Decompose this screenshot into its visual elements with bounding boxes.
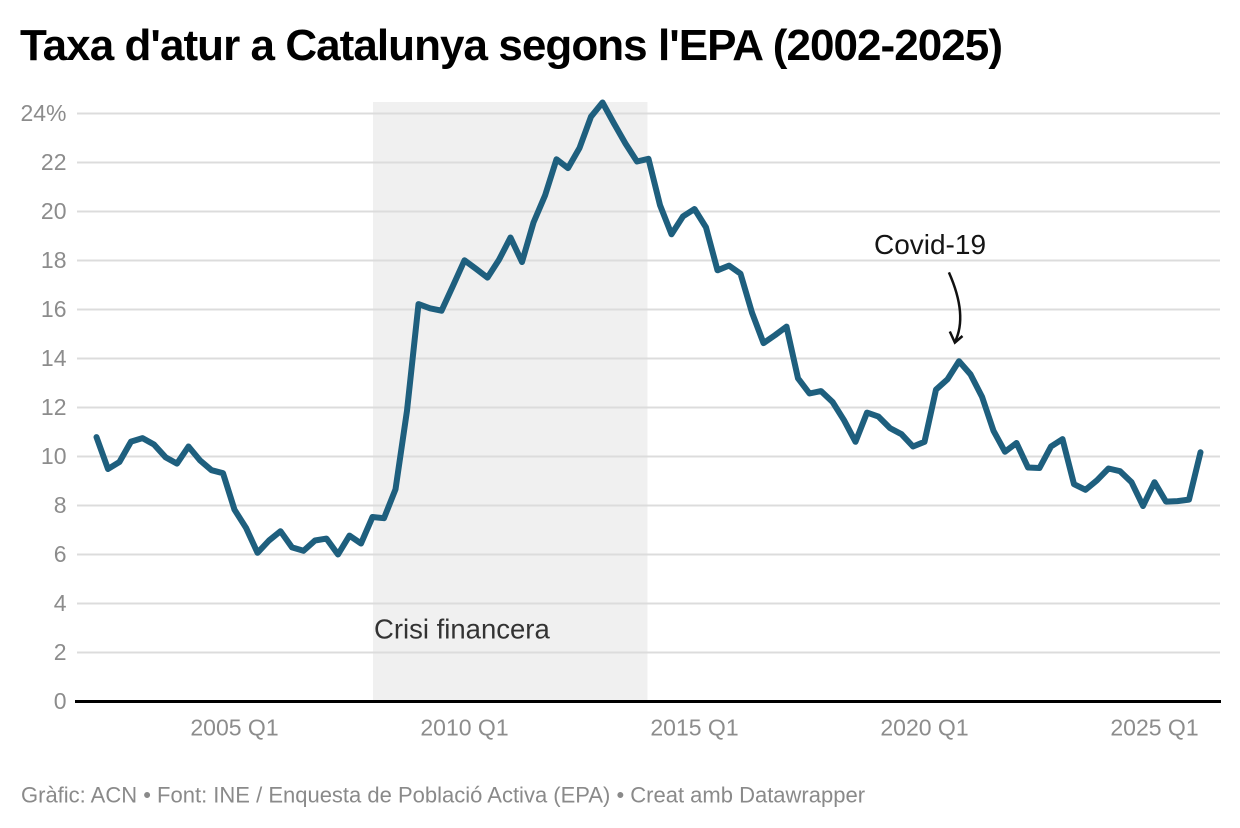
svg-text:20: 20 — [41, 198, 67, 224]
svg-text:2020 Q1: 2020 Q1 — [880, 715, 968, 741]
svg-text:10: 10 — [41, 443, 67, 469]
svg-text:0: 0 — [54, 688, 67, 714]
svg-text:14: 14 — [41, 345, 67, 371]
svg-text:Covid-19: Covid-19 — [874, 229, 986, 260]
svg-text:2015 Q1: 2015 Q1 — [650, 715, 738, 741]
svg-text:Gràfic: ACN • Font: INE / Enqu: Gràfic: ACN • Font: INE / Enquesta de Po… — [21, 783, 865, 808]
svg-text:24%: 24% — [20, 100, 66, 126]
svg-text:2: 2 — [54, 639, 67, 665]
svg-text:2010 Q1: 2010 Q1 — [420, 715, 508, 741]
svg-text:Taxa d'atur a Catalunya segons: Taxa d'atur a Catalunya segons l'EPA (20… — [20, 21, 1002, 70]
svg-text:18: 18 — [41, 247, 67, 273]
svg-text:2025 Q1: 2025 Q1 — [1110, 715, 1198, 741]
svg-text:16: 16 — [41, 296, 67, 322]
svg-text:Crisi financera: Crisi financera — [374, 614, 550, 645]
svg-text:12: 12 — [41, 394, 67, 420]
svg-text:2005 Q1: 2005 Q1 — [190, 715, 278, 741]
svg-text:8: 8 — [54, 492, 67, 518]
svg-text:22: 22 — [41, 149, 67, 175]
svg-text:6: 6 — [54, 541, 67, 567]
svg-text:4: 4 — [54, 590, 67, 616]
